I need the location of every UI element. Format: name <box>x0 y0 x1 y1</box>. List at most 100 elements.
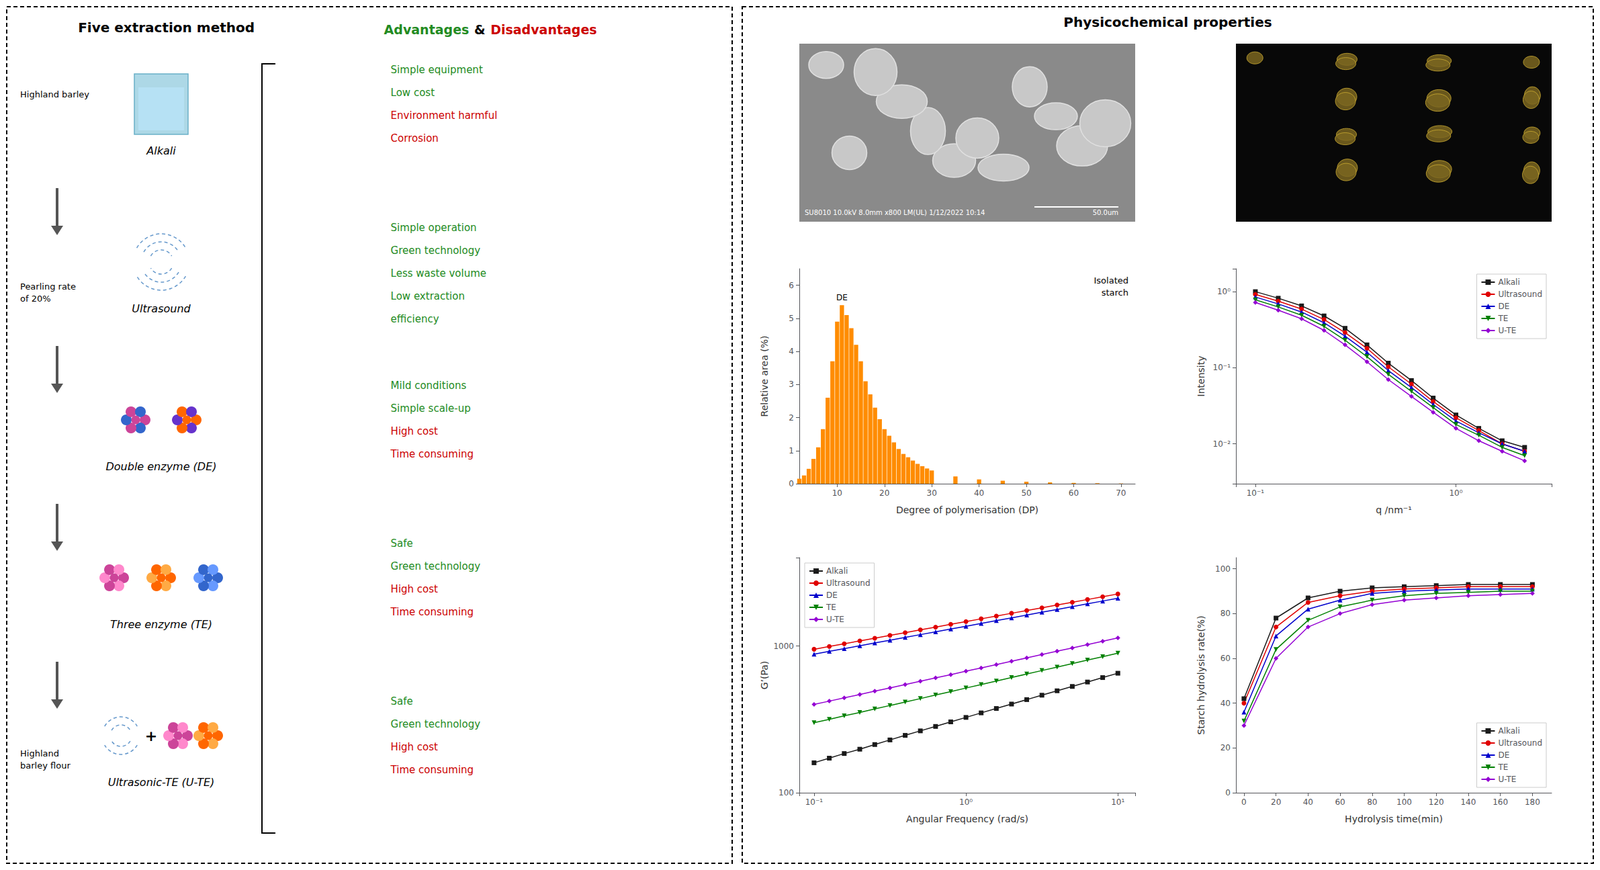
svg-text:10: 10 <box>832 488 843 498</box>
svg-text:Alkali: Alkali <box>1497 726 1520 736</box>
svg-text:barley flour: barley flour <box>20 760 71 771</box>
svg-text:Starch hydrolysis rate(%): Starch hydrolysis rate(%) <box>1195 615 1207 735</box>
svg-text:40: 40 <box>1220 698 1231 708</box>
svg-text:140: 140 <box>1460 797 1476 807</box>
svg-text:q /nm⁻¹: q /nm⁻¹ <box>1375 504 1412 516</box>
svg-text:Pearling rate: Pearling rate <box>20 281 76 292</box>
svg-text:40: 40 <box>973 488 985 498</box>
svg-text:3: 3 <box>788 379 794 389</box>
svg-text:Isolated: Isolated <box>1094 275 1130 286</box>
svg-text:Ultrasound: Ultrasound <box>826 578 871 588</box>
svg-text:0: 0 <box>788 478 794 489</box>
svg-text:60: 60 <box>1220 653 1231 663</box>
svg-text:Green technology: Green technology <box>390 718 481 731</box>
svg-text:100: 100 <box>778 787 794 798</box>
svg-text:Time consuming: Time consuming <box>390 605 475 618</box>
svg-text:Physicochemical properties: Physicochemical properties <box>1063 14 1272 31</box>
svg-text:Ultrasound: Ultrasound <box>1497 738 1543 748</box>
svg-text:50: 50 <box>1020 488 1032 498</box>
svg-text:Low extraction: Low extraction <box>390 290 465 303</box>
svg-text:5: 5 <box>788 313 794 324</box>
svg-text:Five extraction method: Five extraction method <box>77 19 255 36</box>
svg-text:+: + <box>145 727 158 745</box>
svg-text:Alkali: Alkali <box>145 144 176 158</box>
svg-text:Alkali: Alkali <box>826 566 848 576</box>
svg-text:60: 60 <box>1068 488 1079 498</box>
svg-text:Disadvantages: Disadvantages <box>490 22 597 37</box>
svg-text:Degree of polymerisation (DP): Degree of polymerisation (DP) <box>896 504 1039 516</box>
svg-text:Corrosion: Corrosion <box>390 132 439 145</box>
svg-text:DE: DE <box>1497 750 1510 760</box>
svg-text:180: 180 <box>1524 797 1541 807</box>
svg-text:Ultrasonic-TE (U-TE): Ultrasonic-TE (U-TE) <box>108 775 215 789</box>
svg-text:Simple scale-up: Simple scale-up <box>390 402 471 415</box>
svg-text:Advantages: Advantages <box>384 22 470 37</box>
svg-text:U-TE: U-TE <box>1497 325 1517 336</box>
svg-text:40: 40 <box>1303 797 1314 807</box>
svg-text:Ultrasound: Ultrasound <box>131 302 191 316</box>
svg-text:DE: DE <box>1497 301 1510 311</box>
svg-text:Time consuming: Time consuming <box>390 763 475 776</box>
svg-text:U-TE: U-TE <box>826 614 845 625</box>
svg-text:2: 2 <box>788 413 794 423</box>
svg-text:120: 120 <box>1428 797 1445 807</box>
svg-text:0: 0 <box>1225 787 1231 798</box>
svg-text:G’(Pa): G’(Pa) <box>759 660 770 690</box>
svg-text:80: 80 <box>1366 797 1377 807</box>
svg-text:Safe: Safe <box>390 695 414 708</box>
svg-text:10⁰: 10⁰ <box>1217 286 1231 297</box>
svg-text:60: 60 <box>1334 797 1345 807</box>
svg-text:Three enzyme (TE): Three enzyme (TE) <box>110 617 213 631</box>
svg-text:0: 0 <box>1241 797 1247 807</box>
svg-text:1000: 1000 <box>773 641 794 651</box>
svg-text:Simple equipment: Simple equipment <box>390 63 483 76</box>
svg-text:10¹: 10¹ <box>1110 797 1125 807</box>
svg-text:Green technology: Green technology <box>390 244 481 257</box>
svg-text:70: 70 <box>1115 488 1126 498</box>
svg-text:10⁻¹: 10⁻¹ <box>1246 488 1265 498</box>
svg-text:20: 20 <box>879 488 890 498</box>
svg-text:U-TE: U-TE <box>1497 774 1517 784</box>
svg-text:Environment harmful: Environment harmful <box>390 109 498 122</box>
svg-text:&: & <box>474 22 486 37</box>
svg-text:DE: DE <box>836 292 848 303</box>
svg-text:160: 160 <box>1492 797 1508 807</box>
svg-text:1: 1 <box>788 446 794 456</box>
svg-text:Time consuming: Time consuming <box>390 448 475 461</box>
svg-text:6: 6 <box>788 280 794 291</box>
svg-text:Low cost: Low cost <box>390 86 436 99</box>
svg-text:Ultrasound: Ultrasound <box>1497 289 1543 299</box>
svg-text:4: 4 <box>788 346 794 357</box>
svg-text:Highland barley: Highland barley <box>20 89 90 100</box>
svg-text:30: 30 <box>926 488 938 498</box>
svg-text:50.0um: 50.0um <box>1092 208 1119 217</box>
svg-text:Hydrolysis time(min): Hydrolysis time(min) <box>1344 813 1443 825</box>
svg-text:Green technology: Green technology <box>390 560 481 573</box>
svg-text:100: 100 <box>1215 564 1231 574</box>
svg-text:SU8010 10.0kV 8.0mm x800 LM(UL: SU8010 10.0kV 8.0mm x800 LM(UL) 1/12/202… <box>804 208 985 217</box>
svg-text:Intensity: Intensity <box>1195 356 1207 397</box>
svg-text:of 20%: of 20% <box>20 293 52 304</box>
svg-text:80: 80 <box>1220 608 1231 618</box>
svg-text:TE: TE <box>1497 762 1508 772</box>
svg-text:Safe: Safe <box>390 537 414 550</box>
svg-text:100: 100 <box>1396 797 1412 807</box>
svg-text:High cost: High cost <box>390 583 438 596</box>
svg-text:10⁻¹: 10⁻¹ <box>805 797 824 807</box>
svg-text:High cost: High cost <box>390 740 438 753</box>
svg-text:10⁻²: 10⁻² <box>1213 439 1232 449</box>
svg-text:Less waste volume: Less waste volume <box>390 267 487 280</box>
svg-text:Angular Frequency (rad/s): Angular Frequency (rad/s) <box>906 813 1029 825</box>
svg-text:Double enzyme (DE): Double enzyme (DE) <box>105 460 217 473</box>
svg-text:20: 20 <box>1270 797 1281 807</box>
svg-text:Highland: Highland <box>20 748 60 759</box>
svg-text:efficiency: efficiency <box>390 313 440 326</box>
svg-text:Mild conditions: Mild conditions <box>390 379 467 392</box>
svg-text:TE: TE <box>1497 313 1508 324</box>
svg-text:Simple operation: Simple operation <box>390 221 477 234</box>
svg-text:Alkali: Alkali <box>1497 277 1520 287</box>
svg-text:10⁰: 10⁰ <box>1448 488 1463 498</box>
svg-text:Relative area (%): Relative area (%) <box>759 335 770 418</box>
svg-text:High cost: High cost <box>390 425 438 438</box>
svg-text:20: 20 <box>1220 742 1231 753</box>
